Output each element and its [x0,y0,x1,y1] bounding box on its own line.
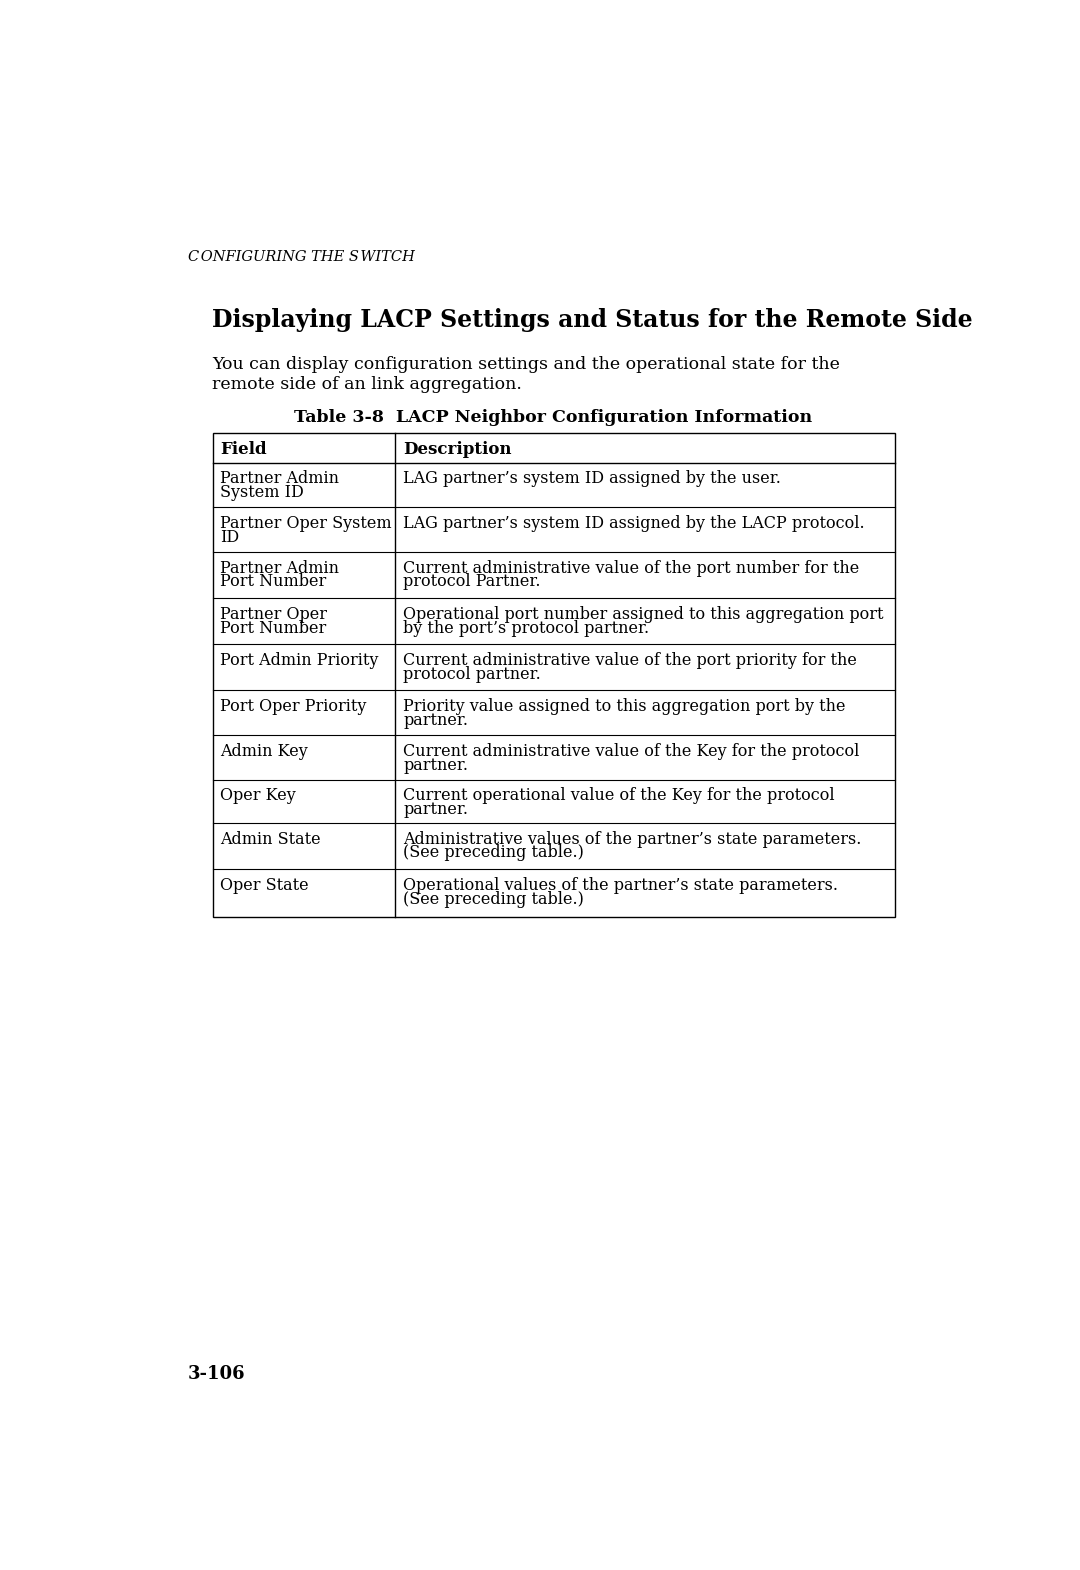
Text: LAG partner’s system ID assigned by the user.: LAG partner’s system ID assigned by the … [403,471,781,487]
Text: Current administrative value of the port priority for the: Current administrative value of the port… [403,652,856,669]
Text: Operational port number assigned to this aggregation port: Operational port number assigned to this… [403,606,883,623]
Text: Administrative values of the partner’s state parameters.: Administrative values of the partner’s s… [403,831,862,848]
Text: Current administrative value of the port number for the: Current administrative value of the port… [403,559,860,576]
Text: Table 3-8  LACP Neighbor Configuration Information: Table 3-8 LACP Neighbor Configuration In… [295,408,812,425]
Text: (See preceding table.): (See preceding table.) [403,890,584,907]
Text: You can display configuration settings and the operational state for the: You can display configuration settings a… [213,356,840,374]
Text: Port Number: Port Number [220,573,326,590]
Text: partner.: partner. [403,757,468,774]
Text: partner.: partner. [403,713,468,728]
Text: Oper Key: Oper Key [220,788,296,804]
Text: partner.: partner. [403,801,468,818]
Text: Partner Oper System: Partner Oper System [220,515,392,532]
Text: Current administrative value of the Key for the protocol: Current administrative value of the Key … [403,743,860,760]
Text: Admin State: Admin State [220,831,321,848]
Text: Oper State: Oper State [220,876,309,893]
Text: remote side of an link aggregation.: remote side of an link aggregation. [213,377,523,392]
Text: Admin Key: Admin Key [220,743,308,760]
Text: protocol partner.: protocol partner. [403,666,541,683]
Text: protocol Partner.: protocol Partner. [403,573,540,590]
Text: Partner Admin: Partner Admin [220,559,339,576]
Text: Partner Admin: Partner Admin [220,471,339,487]
Text: System ID: System ID [220,484,303,501]
Text: Port Number: Port Number [220,620,326,636]
Text: Current operational value of the Key for the protocol: Current operational value of the Key for… [403,788,835,804]
Text: LAG partner’s system ID assigned by the LACP protocol.: LAG partner’s system ID assigned by the … [403,515,865,532]
Text: ID: ID [220,529,240,546]
Text: (See preceding table.): (See preceding table.) [403,845,584,862]
Text: 3-106: 3-106 [188,1364,245,1383]
Text: Port Oper Priority: Port Oper Priority [220,699,366,716]
Text: Operational values of the partner’s state parameters.: Operational values of the partner’s stat… [403,876,838,893]
Text: C ONFIGURING THE S WITCH: C ONFIGURING THE S WITCH [188,250,415,264]
Text: Partner Oper: Partner Oper [220,606,327,623]
Text: Port Admin Priority: Port Admin Priority [220,652,379,669]
Text: Priority value assigned to this aggregation port by the: Priority value assigned to this aggregat… [403,699,846,716]
Text: Description: Description [403,441,512,458]
Text: by the port’s protocol partner.: by the port’s protocol partner. [403,620,649,636]
Bar [213,433,894,917]
Text: Displaying LACP Settings and Status for the Remote Side: Displaying LACP Settings and Status for … [213,308,973,331]
Text: Field: Field [220,441,267,458]
